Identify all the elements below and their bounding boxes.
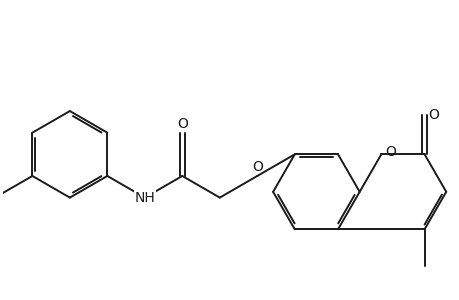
Text: O: O <box>384 145 395 159</box>
Text: O: O <box>177 116 187 130</box>
Text: O: O <box>252 160 263 174</box>
Text: O: O <box>427 108 438 122</box>
Text: NH: NH <box>134 190 155 205</box>
